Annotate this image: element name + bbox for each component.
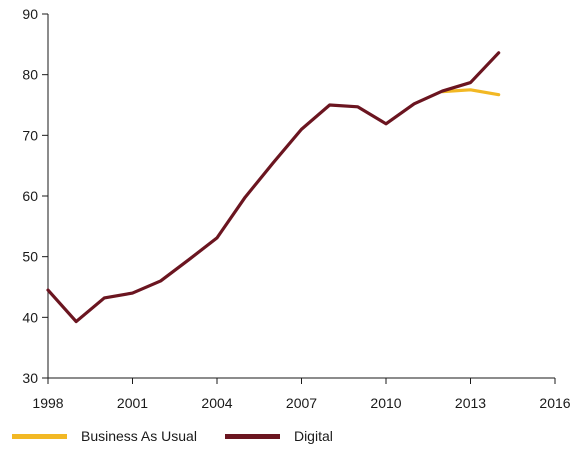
y-tick-label-30: 30 xyxy=(22,370,38,386)
legend-item-digital: Digital xyxy=(224,428,333,444)
legend-swatch-business-as-usual xyxy=(12,433,67,439)
y-axis-ticks: 30 40 50 60 70 80 90 xyxy=(22,6,48,386)
legend-label-digital: Digital xyxy=(293,428,333,444)
legend: Business As Usual Digital xyxy=(12,428,361,444)
y-tick-label-40: 40 xyxy=(22,309,38,325)
series-line-business-as-usual xyxy=(440,88,501,97)
legend-label-business-as-usual: Business As Usual xyxy=(81,428,197,444)
y-tick-label-90: 90 xyxy=(22,6,38,22)
x-tick-label-2001: 2001 xyxy=(117,395,148,411)
x-tick-label-2016: 2016 xyxy=(539,395,570,411)
x-axis-ticks: 1998 2001 2004 2007 2010 2013 2016 xyxy=(32,378,571,411)
y-tick-label-50: 50 xyxy=(22,249,38,265)
y-tick-label-60: 60 xyxy=(22,188,38,204)
x-tick-label-2010: 2010 xyxy=(370,395,401,411)
y-tick-label-80: 80 xyxy=(22,67,38,83)
series-line-digital xyxy=(46,51,501,324)
x-tick-label-2007: 2007 xyxy=(286,395,317,411)
x-tick-label-2013: 2013 xyxy=(455,395,486,411)
x-tick-label-2004: 2004 xyxy=(201,395,232,411)
y-tick-label-70: 70 xyxy=(22,127,38,143)
x-tick-label-1998: 1998 xyxy=(32,395,63,411)
series-layer xyxy=(46,51,501,324)
legend-swatch-digital xyxy=(224,433,280,439)
legend-item-business-as-usual: Business As Usual xyxy=(12,428,197,444)
